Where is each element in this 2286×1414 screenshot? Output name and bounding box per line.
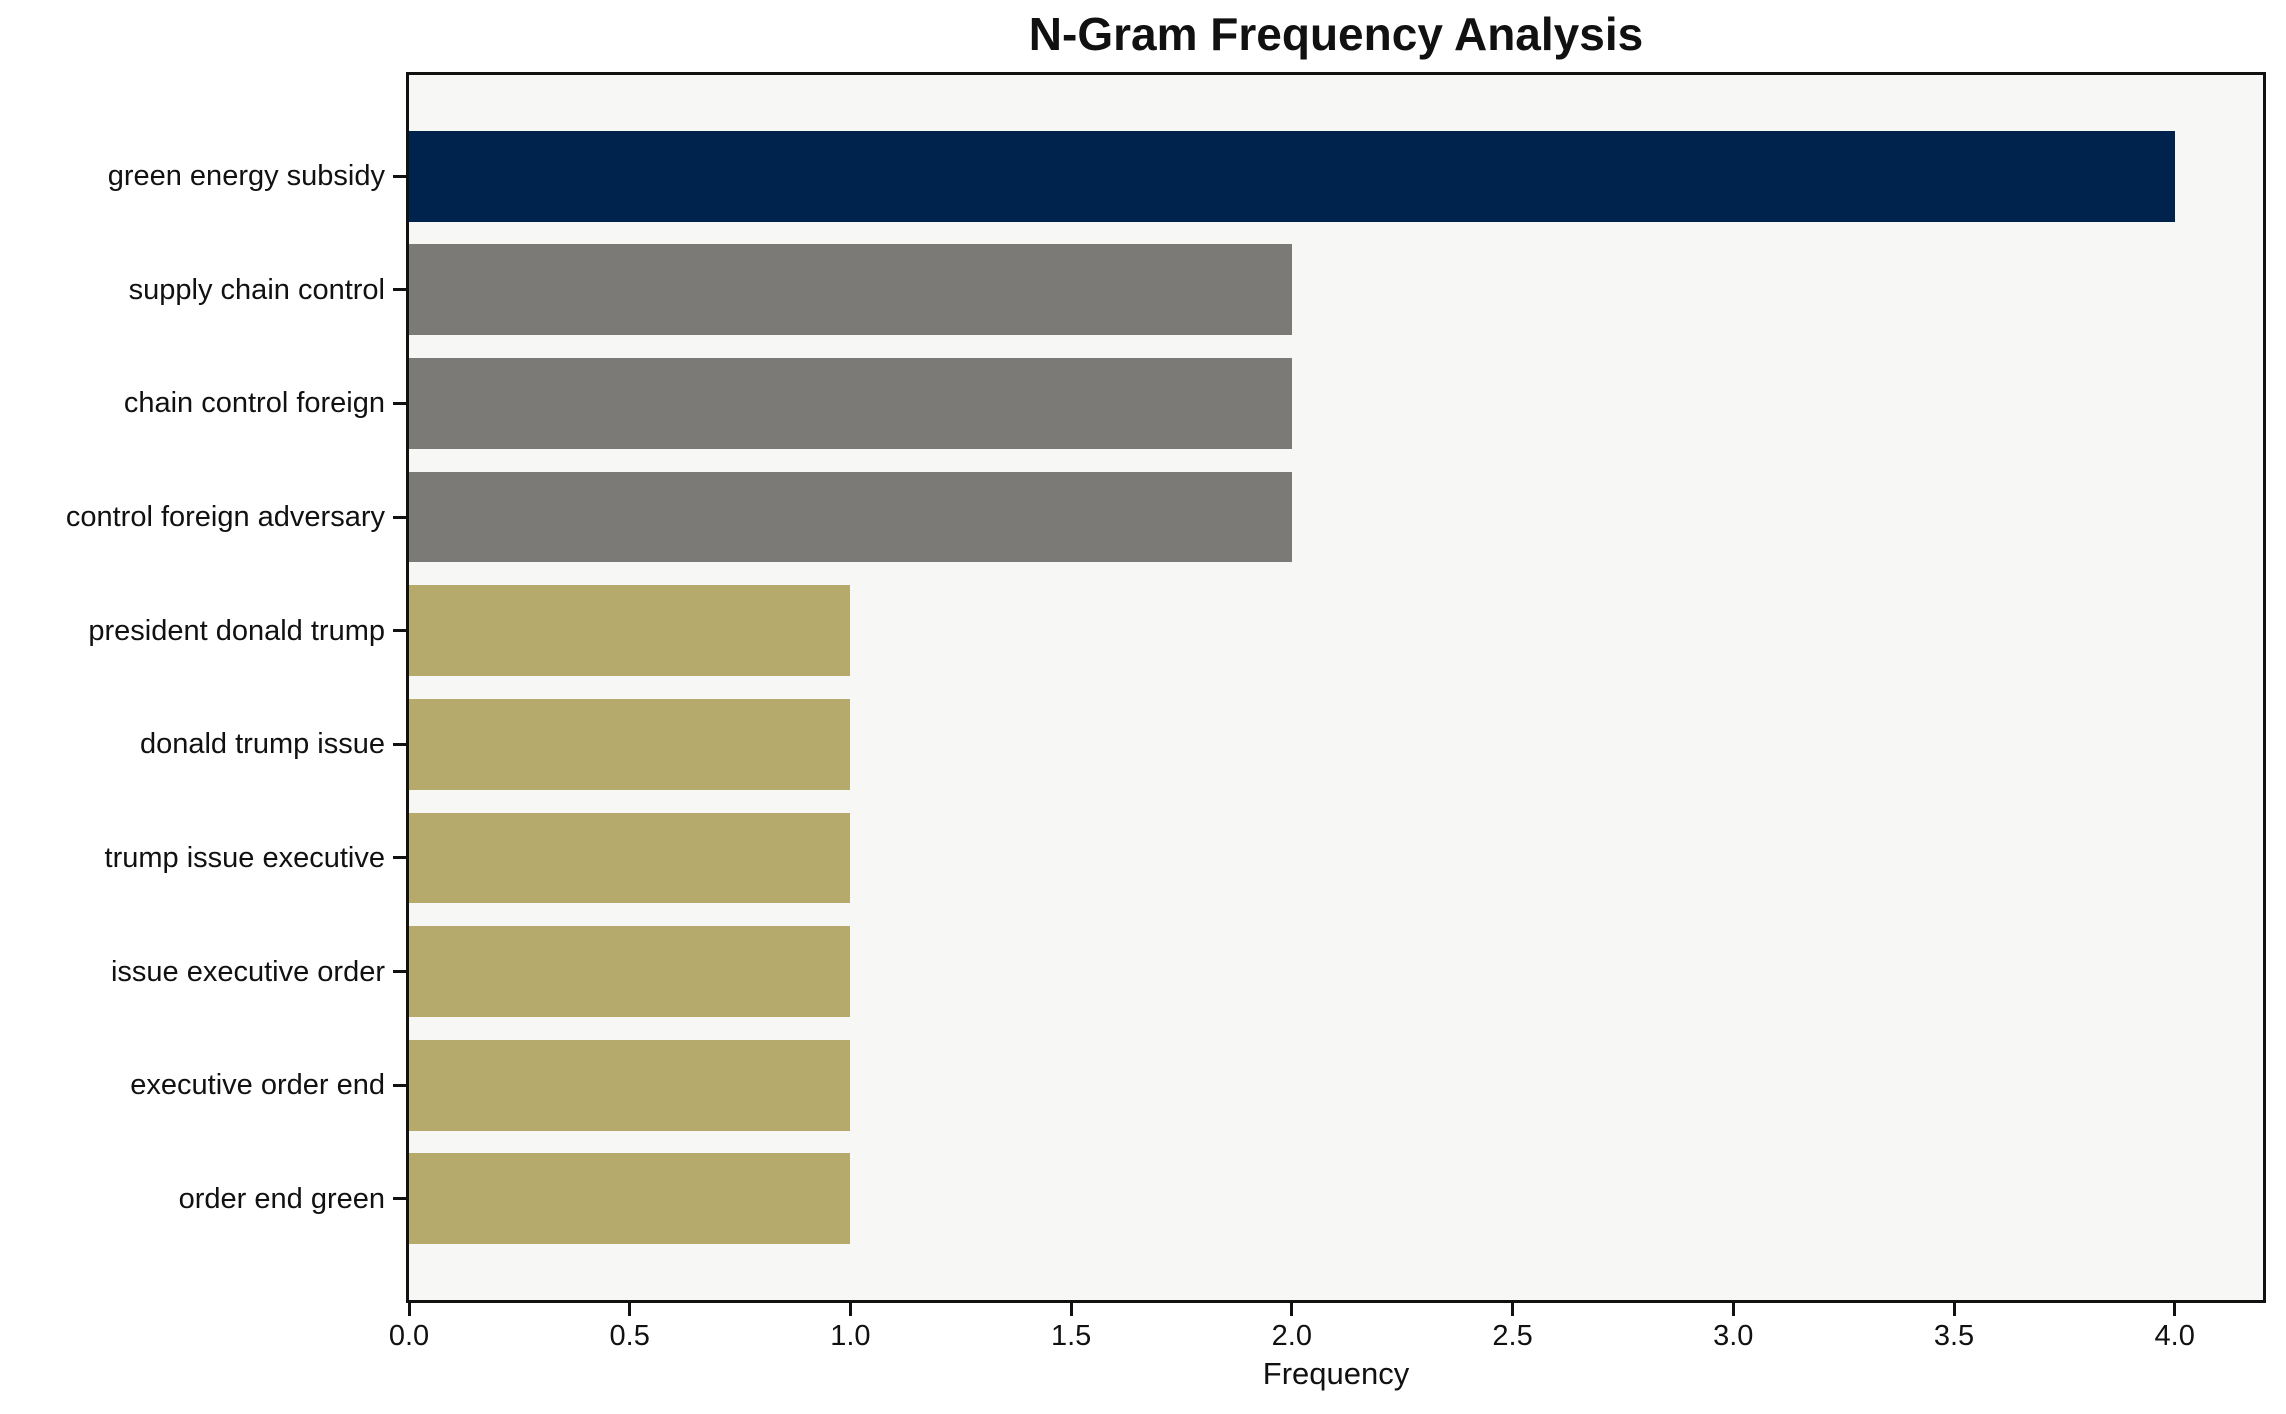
y-tick-mark [393, 970, 406, 974]
y-tick-mark [393, 174, 406, 178]
y-tick-mark [393, 1083, 406, 1087]
bar-chain-control-foreign [409, 357, 1292, 449]
x-tick-mark [628, 1303, 632, 1316]
y-tick-label: order end green [178, 1182, 385, 1215]
bar-donald-trump-issue [409, 698, 851, 790]
x-tick-mark [848, 1303, 852, 1316]
x-tick-label: 3.0 [1713, 1320, 1754, 1352]
y-tick-label: executive order end [130, 1069, 385, 1102]
x-tick-label: 1.5 [1050, 1320, 1092, 1352]
x-tick-label: 3.5 [1933, 1320, 1975, 1352]
plot-area [406, 72, 2266, 1303]
y-tick-mark [393, 401, 406, 405]
y-tick-label: donald trump issue [139, 728, 385, 761]
y-tick-mark [393, 515, 406, 519]
y-tick-label: chain control foreign [123, 387, 385, 420]
x-tick-label: 4.0 [2154, 1320, 2195, 1352]
y-tick-label: trump issue executive [104, 841, 385, 874]
bar-president-donald-trump [409, 585, 851, 677]
x-tick-label: 0.0 [388, 1320, 430, 1352]
x-tick-label: 0.5 [609, 1320, 650, 1352]
x-tick-mark [2173, 1303, 2177, 1316]
x-tick-mark [407, 1303, 411, 1316]
x-tick-label: 1.0 [830, 1320, 871, 1352]
y-tick-label: control foreign adversary [65, 501, 385, 534]
y-tick-mark [393, 629, 406, 633]
y-tick-mark [393, 742, 406, 746]
bar-trump-issue-executive [409, 812, 851, 904]
x-tick-label: 2.5 [1492, 1320, 1533, 1352]
x-tick-mark [1069, 1303, 1073, 1316]
y-tick-mark [393, 856, 406, 860]
y-tick-label: green energy subsidy [107, 160, 385, 193]
x-tick-mark [1511, 1303, 1515, 1316]
y-tick-mark [393, 1197, 406, 1201]
y-tick-mark [393, 288, 406, 292]
y-tick-label: issue executive order [110, 955, 385, 988]
y-tick-label: president donald trump [88, 614, 385, 647]
x-tick-mark [1952, 1303, 1956, 1316]
bar-executive-order-end [409, 1039, 851, 1131]
x-tick-label: 2.0 [1271, 1320, 1312, 1352]
x-tick-mark [1290, 1303, 1294, 1316]
bar-issue-executive-order [409, 926, 851, 1018]
bar-green-energy-subsidy [409, 130, 2175, 222]
x-axis-label: Frequency [1262, 1356, 1410, 1391]
bar-supply-chain-control [409, 244, 1292, 336]
chart-title: N-Gram Frequency Analysis [1028, 8, 1644, 60]
bar-control-foreign-adversary [409, 471, 1292, 563]
x-tick-mark [1731, 1303, 1735, 1316]
bar-order-end-green [409, 1153, 851, 1245]
y-tick-label: supply chain control [128, 273, 385, 306]
